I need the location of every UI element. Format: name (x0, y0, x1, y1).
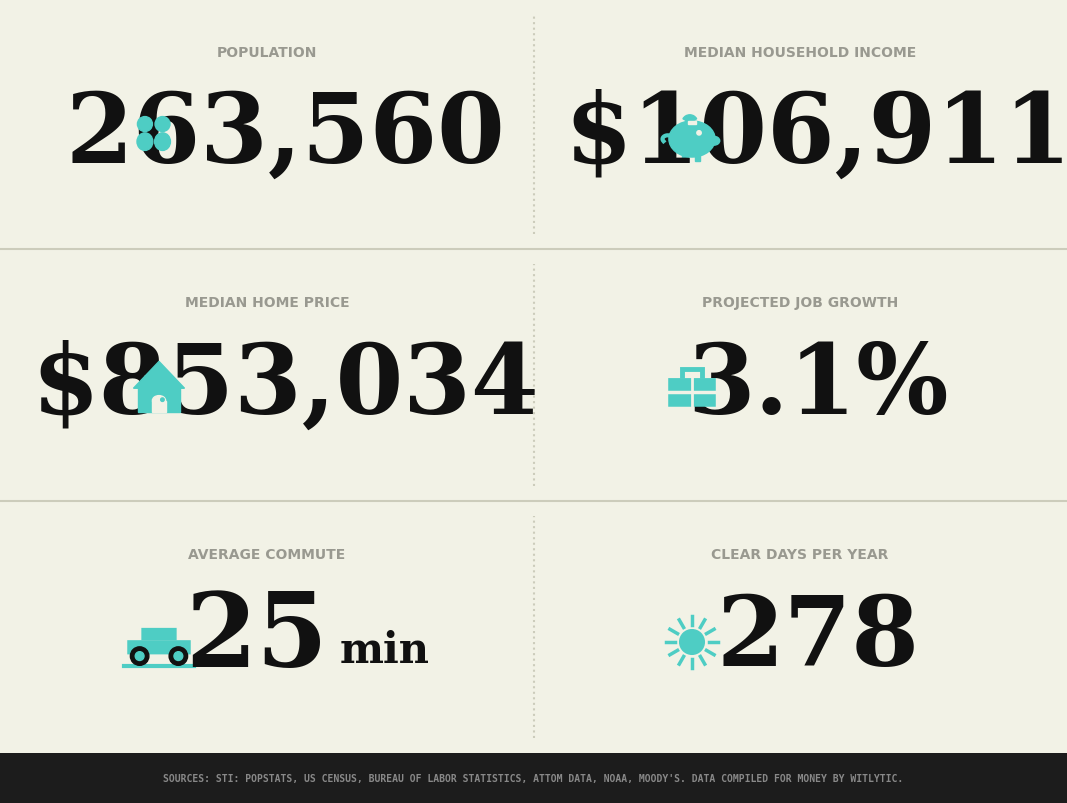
Text: 25: 25 (186, 589, 329, 687)
Text: MEDIAN HOME PRICE: MEDIAN HOME PRICE (185, 296, 349, 310)
Bar (138, 387, 180, 413)
Ellipse shape (708, 137, 720, 146)
Circle shape (130, 647, 149, 666)
Ellipse shape (155, 133, 171, 151)
FancyBboxPatch shape (668, 379, 716, 407)
Circle shape (161, 398, 164, 402)
Text: AVERAGE COMMUTE: AVERAGE COMMUTE (189, 548, 346, 561)
Bar (688, 121, 696, 124)
Circle shape (174, 652, 182, 661)
Text: min: min (340, 630, 430, 671)
Polygon shape (133, 362, 185, 389)
Text: POPULATION: POPULATION (217, 46, 317, 60)
Text: $853,034: $853,034 (31, 340, 539, 434)
Ellipse shape (669, 122, 715, 158)
FancyBboxPatch shape (127, 640, 191, 654)
Text: SOURCES: STI: POPSTATS, US CENSUS, BUREAU OF LABOR STATISTICS, ATTOM DATA, NOAA,: SOURCES: STI: POPSTATS, US CENSUS, BUREA… (163, 773, 904, 783)
Bar (153, 401, 165, 413)
Circle shape (155, 117, 170, 132)
Circle shape (680, 630, 704, 654)
Text: PROJECTED JOB GROWTH: PROJECTED JOB GROWTH (702, 296, 898, 310)
Bar (695, 154, 700, 161)
Ellipse shape (137, 133, 153, 151)
Text: 278: 278 (717, 591, 920, 685)
Text: 3.1%: 3.1% (687, 340, 949, 434)
FancyBboxPatch shape (141, 628, 177, 641)
Text: $106,911: $106,911 (564, 89, 1067, 183)
Bar (682, 154, 688, 161)
Bar (0, 753, 1067, 803)
Text: MEDIAN HOUSEHOLD INCOME: MEDIAN HOUSEHOLD INCOME (684, 46, 917, 60)
Circle shape (170, 647, 188, 666)
Ellipse shape (153, 396, 165, 406)
Text: CLEAR DAYS PER YEAR: CLEAR DAYS PER YEAR (712, 548, 889, 561)
Circle shape (136, 652, 144, 661)
Wedge shape (683, 116, 697, 124)
Circle shape (697, 132, 701, 136)
Text: 263,560: 263,560 (65, 89, 505, 183)
Circle shape (138, 117, 153, 132)
